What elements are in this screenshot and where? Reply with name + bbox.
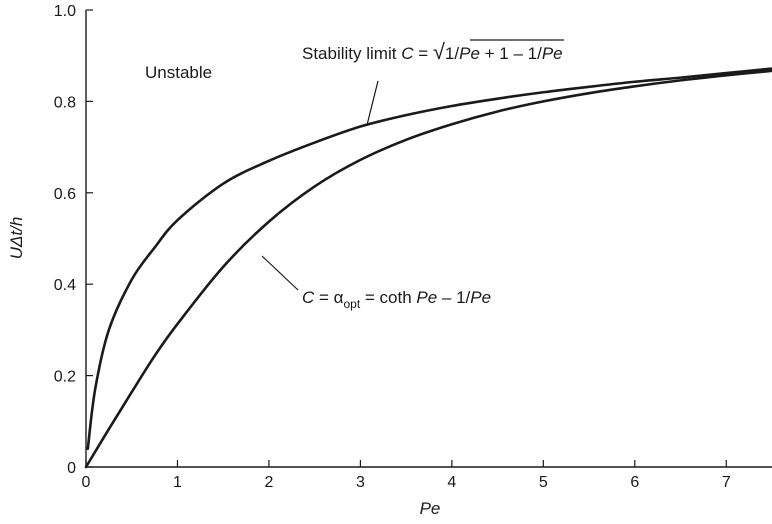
y-tick-label: 1.0	[54, 3, 76, 20]
y-tick-label: 0.4	[54, 277, 76, 294]
y-tick-label: 0.8	[54, 94, 76, 111]
y-tick-label: 0	[67, 460, 76, 477]
stability-limit-label: Stability limit C = √1/Pe + 1 – 1/Pe	[302, 39, 563, 64]
x-tick-label: 1	[173, 474, 182, 491]
x-tick-label: 6	[630, 474, 639, 491]
y-tick-label: 0.6	[54, 186, 76, 203]
stability-leader-line	[366, 80, 379, 126]
x-tick-label: 2	[264, 474, 273, 491]
optimal-alpha-label: C = αopt = coth Pe – 1/Pe	[302, 288, 491, 311]
stability-limit-curve	[86, 67, 772, 451]
y-tick-label: 0.2	[54, 369, 76, 386]
opt-subscript: opt	[343, 297, 360, 311]
radical-sign: √	[433, 39, 446, 64]
x-tick-label: 0	[82, 474, 91, 491]
x-axis-title: Pe	[420, 499, 441, 518]
series-group	[84, 67, 772, 469]
y-axis-title: UΔt/h	[7, 217, 26, 260]
x-tick-label: 5	[539, 474, 548, 491]
tick-group: 0 1 2 3 4 5 6 7 0 0.2 0.4 0.6 0.8 1.0	[54, 3, 731, 491]
x-tick-label: 4	[447, 474, 456, 491]
optimal-leader-line	[261, 255, 299, 291]
optimal-alpha-curve	[84, 69, 772, 469]
x-tick-label: 7	[722, 474, 731, 491]
unstable-label: Unstable	[145, 63, 212, 82]
x-tick-label: 3	[356, 474, 365, 491]
